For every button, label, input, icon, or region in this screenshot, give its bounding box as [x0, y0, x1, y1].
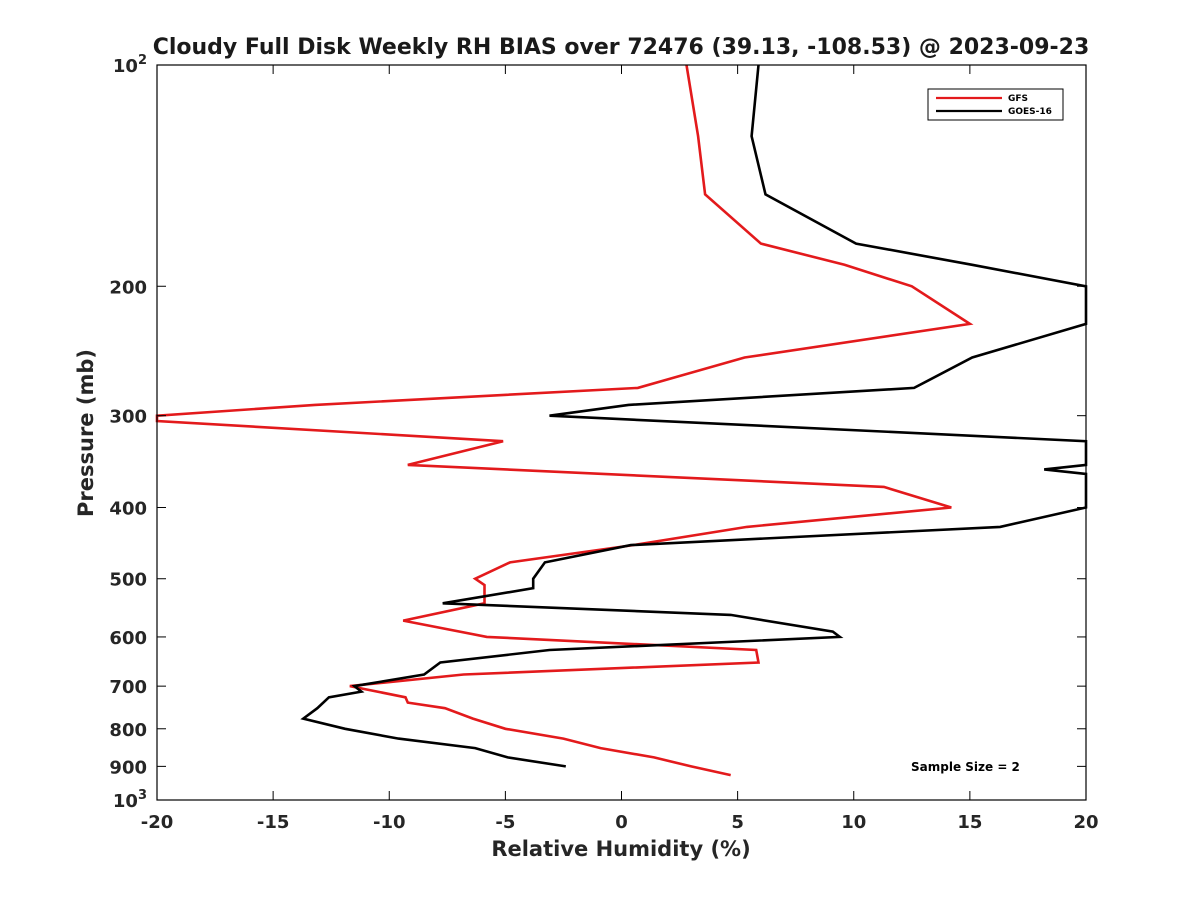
y-tick-label: 700 [109, 677, 147, 698]
series-line-goes-16 [300, 64, 1088, 768]
y-tick-label: 102 [113, 53, 147, 77]
series-line-gfs [155, 64, 974, 777]
y-tick-exponent: 3 [138, 788, 147, 803]
x-tick-label: 20 [1073, 812, 1098, 833]
sample-size-annotation: Sample Size = 2 [911, 760, 1020, 774]
x-axis: -20 -15 -10 -5 0 5 10 15 20 [141, 65, 1099, 833]
legend-label: GFS [1008, 94, 1028, 104]
y-tick-label: 103 [113, 788, 147, 812]
chart-title: Cloudy Full Disk Weekly RH BIAS over 724… [153, 35, 1090, 60]
legend-label: GOES-16 [1008, 107, 1052, 117]
x-tick-label: 10 [841, 812, 866, 833]
y-tick-base: 10 [113, 791, 138, 812]
y-tick-base: 10 [113, 56, 138, 77]
y-tick-label: 300 [109, 407, 147, 428]
y-tick-label: 600 [109, 628, 147, 649]
legend-box [927, 88, 1064, 121]
x-tick-label: -20 [141, 812, 174, 833]
legend: GFS GOES-16 [927, 88, 1064, 121]
x-tick-label: -5 [495, 812, 515, 833]
x-tick-label: 5 [731, 812, 744, 833]
x-tick-label: 15 [957, 812, 982, 833]
y-tick-label: 500 [109, 570, 147, 591]
series-layer [155, 64, 1088, 777]
y-tick-label: 400 [109, 499, 147, 520]
y-tick-exponent: 2 [138, 53, 147, 68]
y-axis-label: Pressure (mb) [74, 349, 98, 517]
x-tick-label: -10 [373, 812, 406, 833]
x-axis-label: Relative Humidity (%) [491, 837, 750, 861]
y-tick-label: 800 [109, 720, 147, 741]
y-tick-label: 900 [109, 757, 147, 778]
x-tick-label: 0 [615, 812, 628, 833]
x-tick-label: -15 [257, 812, 290, 833]
y-tick-label: 200 [109, 277, 147, 298]
plot-frame [156, 64, 1087, 801]
